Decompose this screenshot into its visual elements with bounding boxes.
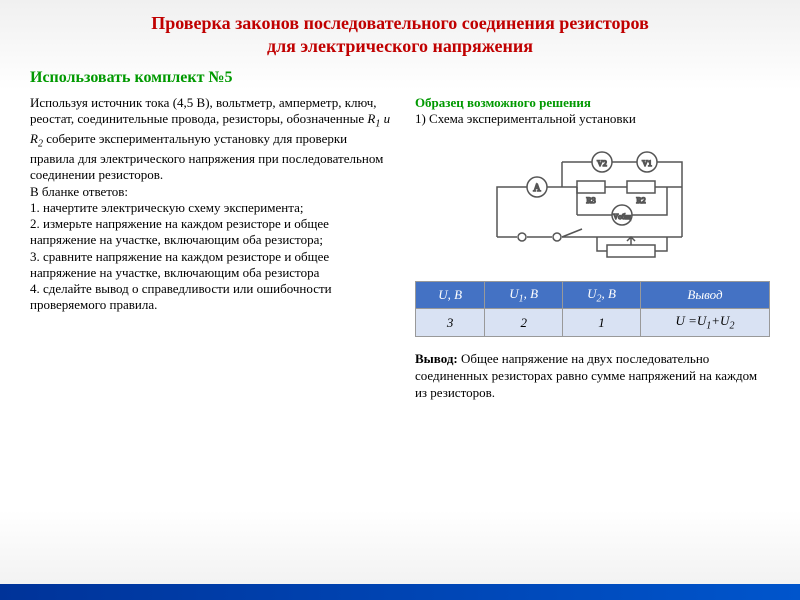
cell-formula: U =U1+U2 bbox=[640, 309, 769, 337]
cell-u: 3 bbox=[415, 309, 484, 337]
vobs-label: Vобщ bbox=[614, 213, 632, 221]
table-row: 3 2 1 U =U1+U2 bbox=[415, 309, 769, 337]
r2-label: R2 bbox=[637, 196, 646, 205]
table-header-row: U, В U1, В U2, В Вывод bbox=[415, 281, 769, 309]
solution-column: Образец возможного решения 1) Схема эксп… bbox=[415, 95, 770, 402]
cell-u2: 1 bbox=[563, 309, 641, 337]
title-line1: Проверка законов последовательного соеди… bbox=[151, 13, 649, 33]
page-title: Проверка законов последовательного соеди… bbox=[30, 12, 770, 59]
kit-subtitle: Использовать комплект №5 bbox=[30, 69, 770, 87]
content-columns: Используя источник тока (4,5 В), вольтме… bbox=[30, 95, 770, 402]
conclusion: Вывод: Общее напряжение на двух последов… bbox=[415, 351, 770, 402]
task-text: Используя источник тока (4,5 В), вольтме… bbox=[30, 95, 395, 314]
r3-label: R3 bbox=[587, 196, 596, 205]
v2-label: V2 bbox=[598, 159, 608, 168]
circuit-diagram: A V2 V1 R3 R2 bbox=[415, 137, 770, 267]
title-line2: для электрического напряжения bbox=[267, 36, 533, 56]
col-u: U, В bbox=[415, 281, 484, 309]
cell-u1: 2 bbox=[485, 309, 563, 337]
task-column: Используя источник тока (4,5 В), вольтме… bbox=[30, 95, 395, 402]
ammeter-label: A bbox=[534, 183, 542, 194]
footer-stripe bbox=[0, 584, 800, 600]
v1-label: V1 bbox=[643, 159, 653, 168]
solution-header: Образец возможного решения 1) Схема эксп… bbox=[415, 95, 770, 127]
col-u2: U2, В bbox=[563, 281, 641, 309]
conclusion-text: Общее напряжение на двух последовательно… bbox=[415, 351, 757, 400]
col-u1: U1, В bbox=[485, 281, 563, 309]
measurement-table: U, В U1, В U2, В Вывод 3 2 1 U =U1+U2 bbox=[415, 281, 770, 337]
conclusion-label: Вывод: bbox=[415, 351, 458, 366]
col-conclusion: Вывод bbox=[640, 281, 769, 309]
